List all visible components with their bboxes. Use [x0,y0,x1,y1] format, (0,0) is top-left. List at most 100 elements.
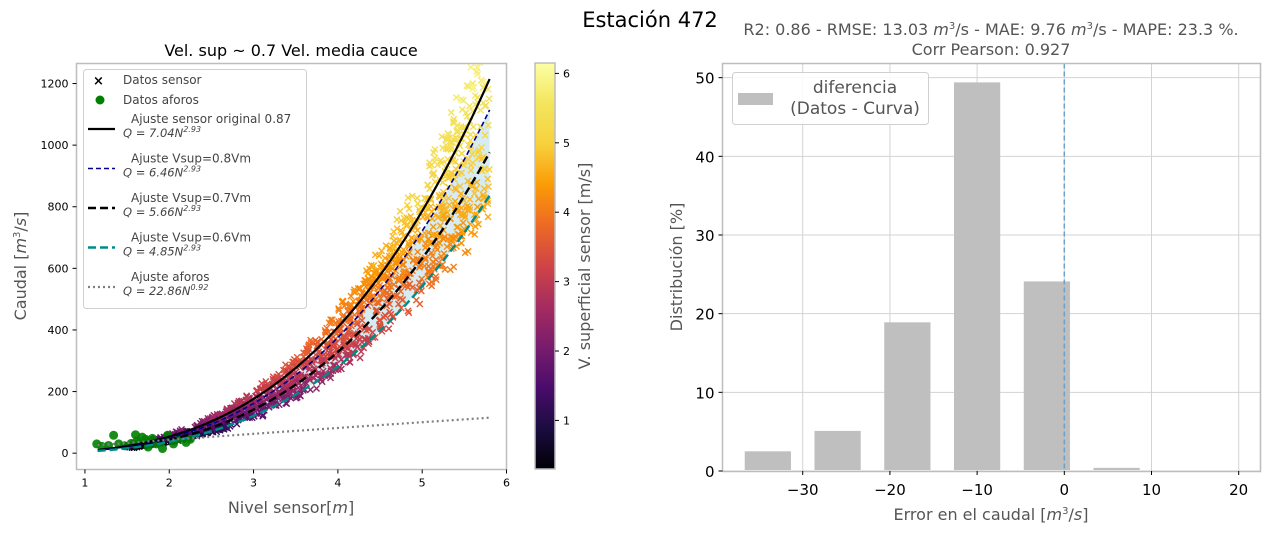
sensor-point [425,235,433,243]
sensor-point [349,297,357,305]
sensor-point [427,202,435,210]
sensor-point [426,185,434,193]
sensor-point [467,229,475,237]
sensor-point [288,361,296,369]
sensor-point [208,424,216,432]
sensor-point [465,102,473,110]
sensor-point [471,189,478,197]
sensor-point [401,268,409,276]
sensor-point [429,223,437,231]
sensor-point [436,222,444,230]
sensor-point [421,254,429,262]
sensor-point [213,410,221,418]
sensor-point [304,343,312,351]
histogram-bar [1093,467,1140,470]
sensor-point [389,232,397,240]
left-chart: Vel. sup ~ 0.7 Vel. media cauce 1 2 3 4 5 6 0… [11,41,594,517]
y-tick-label: 600 [48,262,69,275]
sensor-point [407,234,415,242]
histogram-bar [884,322,931,470]
legend-formula: Q = 22.86N0.92 [123,283,208,298]
y-tick-label: 10 [695,384,714,402]
sensor-point [435,212,443,220]
fit-lines [97,78,491,453]
colorbar-tick-label: 4 [563,206,570,219]
x-tick-label: −30 [787,481,819,499]
sensor-point [424,181,432,189]
sensor-point [474,153,482,161]
sensor-point [373,298,381,306]
y-tick-label: 30 [695,227,714,245]
sensor-point [356,285,364,293]
y-tick-label: 50 [695,70,714,88]
sensor-point [438,133,446,141]
sensor-point [433,246,441,254]
y-tick-label: 1000 [41,139,69,152]
sensor-point [466,195,474,203]
sensor-point [383,289,391,297]
sensor-point [337,329,345,337]
sensor-point [392,259,400,267]
sensor-point [444,136,452,144]
sensor-point [440,211,448,219]
sensor-point [406,280,414,288]
sensor-point [469,123,477,131]
sensor-point [391,242,399,250]
sensor-point [458,149,466,157]
sensor-point [454,223,462,231]
right-x-axis-label: Error en el caudal [m3/s] [894,505,1089,524]
sensor-point [357,348,365,356]
x-tick-label: 2 [166,477,173,490]
sensor-point [305,341,313,349]
sensor-point [365,275,373,283]
sensor-point [418,275,426,283]
x-tick-label: 1 [81,477,88,490]
sensor-point [321,326,329,334]
sensor-point [385,325,393,333]
sensor-point [381,254,389,262]
sensor-point [342,351,350,359]
sensor-point [451,197,459,205]
sensor-point [350,288,358,296]
sensor-point [404,307,412,315]
sensor-point [432,273,440,281]
sensor-point [446,266,454,274]
sensor-point [364,269,372,277]
sensor-point [485,166,493,174]
aforo-point [109,430,119,440]
sensor-point [442,141,450,149]
legend-label: Ajuste aforos [131,270,210,284]
sensor-point [435,191,443,199]
sensor-point [387,283,395,291]
sensor-point [375,299,383,307]
sensor-point [447,108,455,116]
sensor-point [348,301,356,309]
sensor-point [305,365,313,373]
sensor-point [467,166,475,174]
x-tick-label: −10 [961,481,993,499]
sensor-point [386,244,394,252]
legend-label: Ajuste Vsup=0.8Vm [131,152,251,166]
sensor-point [479,78,487,86]
aforo-point [158,444,167,454]
sensor-point [459,219,467,227]
sensor-point [284,368,292,376]
fit-line [97,78,491,452]
legend-label: Ajuste sensor original 0.87 [131,112,291,126]
circle-marker-icon [95,95,105,105]
sensor-point [471,230,479,238]
sensor-point [482,101,490,109]
sensor-point [432,256,440,264]
sensor-point [327,370,335,378]
sensor-point [484,213,492,221]
sensor-point [400,267,408,275]
x-tick-label: 10 [1142,481,1161,499]
x-tick-label: 20 [1229,481,1248,499]
sensor-point [394,237,402,245]
sensor-point [282,361,290,369]
sensor-point [343,342,351,350]
legend-formula: Q = 7.04N2.93 [123,125,201,140]
legend-swatch-icon [738,93,773,105]
sensor-point [307,336,315,344]
